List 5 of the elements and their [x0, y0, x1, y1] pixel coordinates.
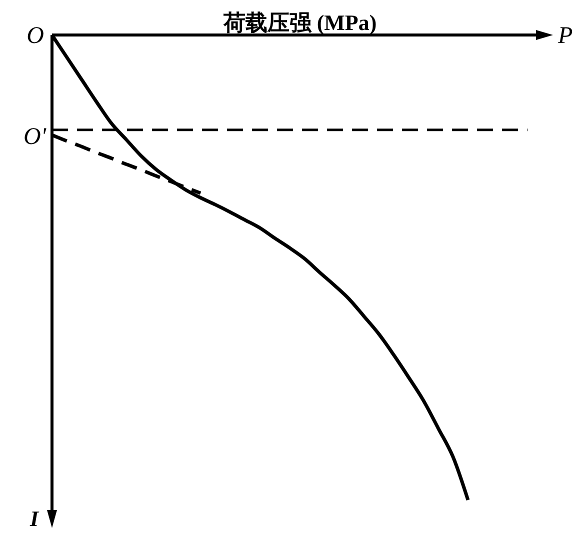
chart-title: 荷载压强 (MPa) [222, 10, 377, 35]
x-axis-title: P [557, 23, 573, 49]
text: O [26, 23, 44, 49]
series-label: O' [24, 124, 47, 150]
y-axis-title: I [29, 506, 40, 531]
